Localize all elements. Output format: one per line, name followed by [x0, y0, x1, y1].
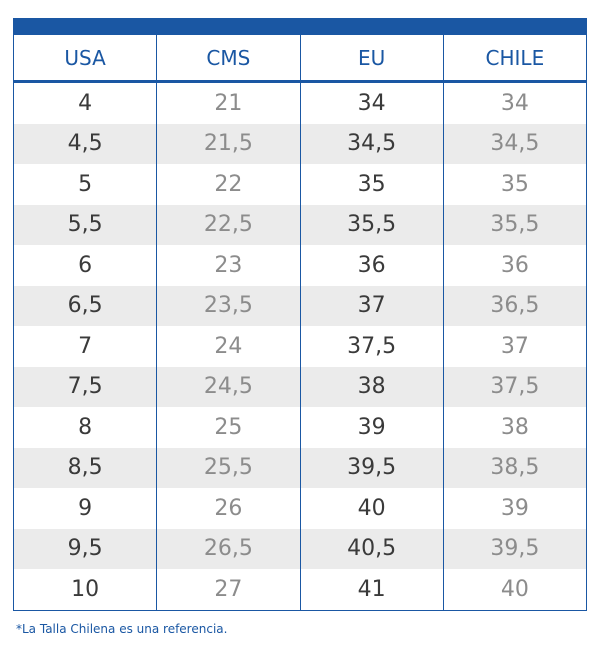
table-row: 6 23 36 36 [12, 245, 588, 286]
table-body: 4 21 34 34 4,5 21,5 34,5 34,5 5 22 35 35 5,5 22,5 35,5… [12, 81, 588, 611]
table-cell: 8,5 [12, 447, 158, 488]
table-cell: 6 [12, 245, 158, 286]
table-cell: 40 [442, 569, 588, 611]
size-table: USA CMS EU CHILE 4 21 34 34 4,5 21,5 34,5 34,5 5 22 3… [12, 35, 588, 611]
table-cell: 4 [12, 81, 158, 124]
table-cell: 39,5 [299, 447, 444, 488]
table-row: 6,5 23,5 37 36,5 [12, 285, 588, 326]
table-cell: 37 [299, 285, 444, 326]
table-cell: 7 [12, 326, 158, 367]
table-cell: 34 [442, 81, 588, 124]
table-cell: 37,5 [442, 366, 588, 407]
table-cell: 38 [442, 407, 588, 448]
table-row: 8 25 39 38 [12, 407, 588, 448]
header-row: USA CMS EU CHILE [12, 35, 588, 83]
table-cell: 41 [299, 569, 444, 611]
table-cell: 39 [299, 407, 444, 448]
table-cell: 38 [299, 366, 444, 407]
table-cell: 24,5 [156, 366, 301, 407]
table-head: USA CMS EU CHILE [12, 35, 588, 83]
table-cell: 34,5 [442, 123, 588, 164]
table-cell: 40 [299, 488, 444, 529]
table-cell: 9,5 [12, 528, 158, 569]
table-cell: 23,5 [156, 285, 301, 326]
table-cell: 25 [156, 407, 301, 448]
table-cell: 8 [12, 407, 158, 448]
table-cell: 35,5 [442, 204, 588, 245]
table-row: 7 24 37,5 37 [12, 326, 588, 367]
table-cell: 38,5 [442, 447, 588, 488]
table-cell: 27 [156, 569, 301, 611]
table-cell: 36,5 [442, 285, 588, 326]
table-row: 4,5 21,5 34,5 34,5 [12, 123, 588, 164]
table-cell: 10 [12, 569, 158, 611]
table-row: 10 27 41 40 [12, 569, 588, 611]
table-cell: 37 [442, 326, 588, 367]
table-cell: 40,5 [299, 528, 444, 569]
table-cell: 4,5 [12, 123, 158, 164]
table-cell: 23 [156, 245, 301, 286]
table-cell: 26,5 [156, 528, 301, 569]
table-row: 7,5 24,5 38 37,5 [12, 366, 588, 407]
table-row: 8,5 25,5 39,5 38,5 [12, 447, 588, 488]
table-cell: 34 [299, 81, 444, 124]
table-row: 9,5 26,5 40,5 39,5 [12, 528, 588, 569]
footnote: *La Talla Chilena es una referencia. [16, 622, 228, 636]
table-cell: 9 [12, 488, 158, 529]
table-cell: 36 [442, 245, 588, 286]
table-cell: 7,5 [12, 366, 158, 407]
table-cell: 6,5 [12, 285, 158, 326]
table-cell: 22 [156, 164, 301, 205]
table-cell: 24 [156, 326, 301, 367]
top-bar [13, 18, 587, 35]
table-cell: 26 [156, 488, 301, 529]
table-cell: 34,5 [299, 123, 444, 164]
table-cell: 35 [442, 164, 588, 205]
table-row: 9 26 40 39 [12, 488, 588, 529]
size-table-container: USA CMS EU CHILE 4 21 34 34 4,5 21,5 34,5 34,5 5 22 3… [12, 18, 588, 611]
table-cell: 35,5 [299, 204, 444, 245]
table-cell: 37,5 [299, 326, 444, 367]
table-cell: 35 [299, 164, 444, 205]
column-header: CMS [156, 35, 301, 83]
column-header: EU [299, 35, 444, 83]
table-row: 4 21 34 34 [12, 81, 588, 124]
table-cell: 5,5 [12, 204, 158, 245]
table-cell: 5 [12, 164, 158, 205]
column-header: CHILE [442, 35, 588, 83]
table-cell: 36 [299, 245, 444, 286]
table-cell: 25,5 [156, 447, 301, 488]
table-cell: 22,5 [156, 204, 301, 245]
table-cell: 21 [156, 81, 301, 124]
table-cell: 21,5 [156, 123, 301, 164]
table-row: 5,5 22,5 35,5 35,5 [12, 204, 588, 245]
table-row: 5 22 35 35 [12, 164, 588, 205]
table-cell: 39,5 [442, 528, 588, 569]
column-header: USA [12, 35, 158, 83]
table-cell: 39 [442, 488, 588, 529]
